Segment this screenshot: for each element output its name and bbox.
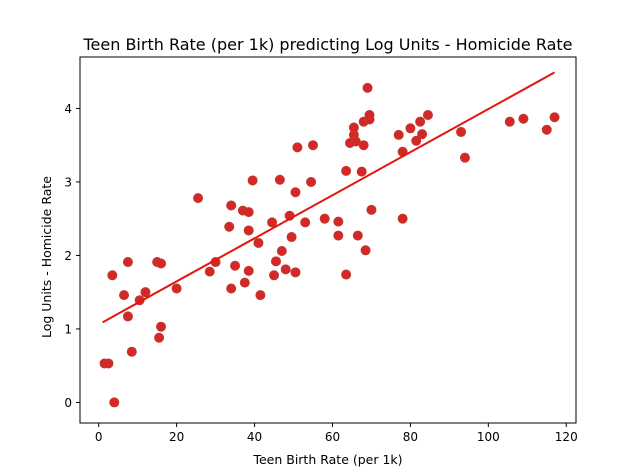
- y-tick-label: 3: [64, 175, 72, 189]
- data-point: [518, 113, 529, 124]
- fit-line: [102, 71, 556, 324]
- data-point: [247, 175, 258, 186]
- data-point: [360, 245, 371, 256]
- data-point: [276, 246, 287, 257]
- plot-frame: [79, 56, 577, 424]
- data-point: [103, 358, 114, 369]
- data-point: [109, 397, 120, 408]
- data-point: [307, 140, 318, 151]
- data-point: [541, 124, 552, 135]
- data-point: [348, 122, 359, 133]
- data-point: [243, 225, 254, 236]
- x-axis-label: Teen Birth Rate (per 1k): [252, 452, 402, 467]
- data-point: [422, 110, 433, 121]
- y-tick-label: 2: [64, 249, 72, 263]
- data-point: [358, 140, 369, 151]
- data-point: [226, 200, 237, 211]
- data-point: [333, 230, 344, 241]
- data-point: [224, 221, 235, 232]
- data-point: [333, 216, 344, 227]
- data-point: [290, 267, 301, 278]
- data-point: [156, 321, 167, 332]
- data-point: [230, 260, 241, 271]
- data-point: [126, 346, 137, 357]
- data-point: [255, 290, 266, 301]
- x-tick-label: 120: [555, 430, 578, 444]
- y-tick-label: 1: [64, 322, 72, 336]
- x-tick-label: 60: [325, 430, 340, 444]
- data-point: [405, 123, 416, 134]
- data-point: [286, 232, 297, 243]
- data-point: [122, 311, 133, 322]
- data-point: [253, 237, 264, 248]
- data-point: [154, 332, 165, 343]
- data-point: [243, 207, 254, 218]
- data-point: [204, 266, 215, 277]
- data-point: [119, 290, 130, 301]
- data-point: [270, 256, 281, 267]
- data-point: [269, 270, 280, 281]
- data-point: [107, 270, 118, 281]
- y-axis-label: Log Units - Homicide Rate: [39, 176, 54, 338]
- x-tick-label: 100: [477, 430, 500, 444]
- data-point: [352, 230, 363, 241]
- data-point: [292, 142, 303, 153]
- data-point: [356, 166, 367, 177]
- data-point: [306, 176, 317, 187]
- data-point: [341, 269, 352, 280]
- data-point: [243, 265, 254, 276]
- data-point: [226, 283, 237, 294]
- data-point: [274, 174, 285, 185]
- data-point: [362, 82, 373, 93]
- data-point: [156, 258, 167, 269]
- data-point: [193, 193, 204, 204]
- data-point: [140, 287, 151, 298]
- data-point: [300, 217, 311, 228]
- data-point: [393, 129, 404, 140]
- data-point: [239, 277, 250, 288]
- data-point: [280, 264, 291, 275]
- x-tick-label: 20: [169, 430, 184, 444]
- data-point: [549, 112, 560, 123]
- data-point: [397, 213, 408, 224]
- data-point: [415, 116, 426, 127]
- data-point: [122, 257, 133, 268]
- plot-area: 0 20 40 60 80 100 120 0 1 2 3 4: [64, 56, 578, 444]
- data-point: [364, 110, 375, 121]
- data-point: [341, 165, 352, 176]
- x-tick-label: 80: [403, 430, 418, 444]
- data-point: [411, 135, 422, 146]
- data-point: [504, 116, 515, 127]
- x-tick-label: 40: [247, 430, 262, 444]
- chart-title: Teen Birth Rate (per 1k) predicting Log …: [82, 35, 572, 54]
- data-point: [290, 187, 301, 198]
- data-point: [366, 204, 377, 215]
- y-tick-label: 0: [64, 396, 72, 410]
- y-tick-label: 4: [64, 102, 72, 116]
- x-tick-label: 0: [95, 430, 103, 444]
- data-point: [267, 217, 278, 228]
- data-point: [417, 129, 428, 140]
- data-point: [459, 152, 470, 163]
- data-point: [319, 213, 330, 224]
- data-point: [456, 126, 467, 137]
- data-point: [171, 283, 182, 294]
